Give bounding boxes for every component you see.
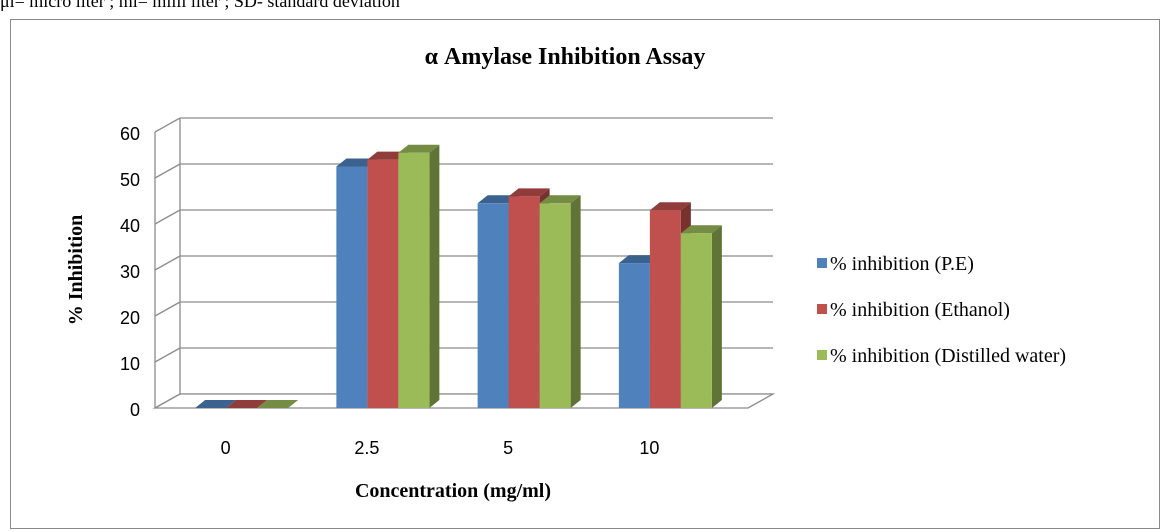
legend-item: % inhibition (P.E) [817, 253, 974, 275]
bar-front [477, 203, 509, 408]
bar-front [539, 203, 571, 408]
legend-label: % inhibition (P.E) [830, 253, 974, 275]
y-tick-label: 50 [120, 170, 140, 190]
chart-frame [10, 19, 1160, 529]
bar-top [367, 151, 409, 160]
y-tick-label: 10 [120, 354, 140, 374]
gridline-side [154, 209, 181, 225]
x-tick-label: 2.5 [354, 438, 379, 458]
y-tick-label: 20 [120, 308, 140, 328]
bar-front [618, 263, 650, 408]
bar-top [618, 255, 660, 264]
x-tick-label: 5 [503, 438, 513, 458]
bar-top [680, 225, 722, 234]
bar-front [336, 166, 368, 408]
bar-side [429, 144, 440, 408]
bar-top [257, 400, 299, 408]
bar-top [477, 195, 519, 204]
y-axis-title: % Inhibition [65, 215, 87, 326]
figure-caption: μl= micro liter ; ml= milli liter ; SD- … [0, 0, 400, 11]
legend-item: % inhibition (Distilled water) [817, 345, 1066, 367]
bars [195, 144, 722, 408]
y-tick-label: 0 [130, 400, 140, 420]
bar [680, 225, 722, 408]
gridline-side [154, 347, 181, 363]
bar-top [195, 400, 237, 408]
bar [539, 195, 581, 408]
legend-item: % inhibition (Ethanol) [817, 299, 1010, 321]
y-tick-label: 60 [120, 124, 140, 144]
bar-front [367, 159, 399, 408]
chart-text: α Amylase Inhibition Assay Concentration… [65, 44, 705, 502]
y-tick-label: 30 [120, 262, 140, 282]
bar-top [508, 188, 550, 197]
chart-title: α Amylase Inhibition Assay [425, 44, 706, 70]
gridline-side [154, 117, 181, 133]
bar-top [336, 158, 378, 167]
bar-side [570, 195, 581, 408]
bar-side [711, 225, 722, 408]
bar [195, 400, 237, 408]
y-tick-label: 40 [120, 216, 140, 236]
bar-front [398, 152, 430, 408]
bar [398, 144, 440, 408]
legend-label: % inhibition (Distilled water) [830, 345, 1066, 367]
x-tick-label: 10 [639, 438, 659, 458]
legend-label: % inhibition (Ethanol) [830, 299, 1010, 321]
x-tick-label: 0 [221, 438, 231, 458]
gridline-side [154, 301, 181, 317]
legend-swatch [817, 258, 827, 268]
bar [257, 400, 299, 408]
legend-swatch [817, 350, 827, 360]
bar-front [649, 210, 681, 408]
bar-front [680, 233, 712, 408]
gridline-side [154, 163, 181, 179]
gridline-side [154, 255, 181, 271]
bar-front [508, 196, 540, 408]
legend: % inhibition (P.E) % inhibition (Ethanol)… [817, 253, 1066, 367]
bar-top [649, 202, 691, 211]
legend-swatch [817, 304, 827, 314]
bar-top [398, 144, 440, 153]
x-axis-title: Concentration (mg/ml) [355, 480, 551, 502]
bar-top [539, 195, 581, 204]
bar-top [226, 400, 268, 408]
bar [226, 400, 268, 408]
